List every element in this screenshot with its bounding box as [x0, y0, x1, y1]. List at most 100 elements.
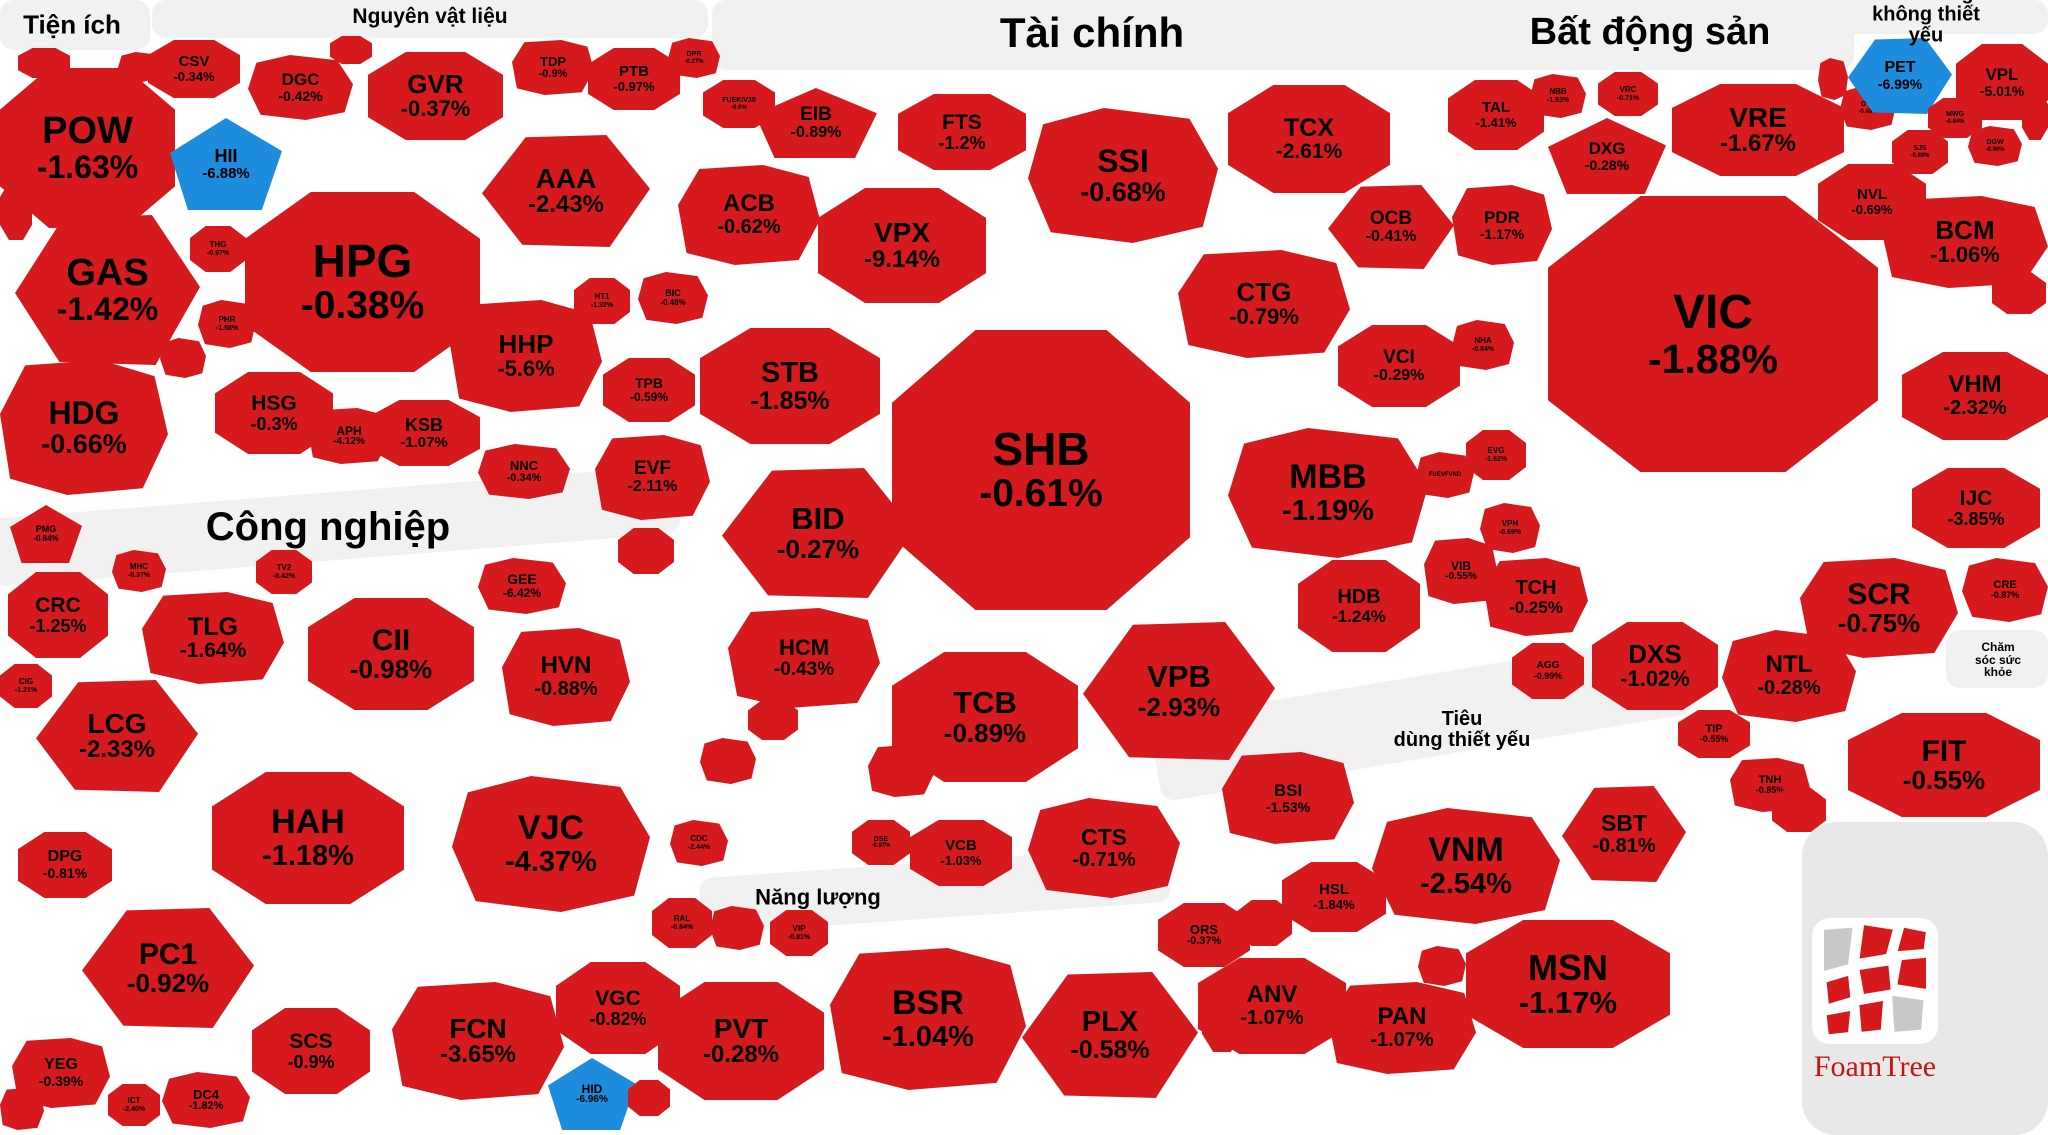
cell-TIP[interactable]: TIP -0.55% [1678, 710, 1750, 758]
cell-NNC[interactable]: NNC -0.34% [478, 444, 570, 499]
cell-small-124[interactable] [1236, 900, 1292, 946]
cell-TLG[interactable]: TLG -1.64% [142, 592, 284, 684]
cell-CRE[interactable]: CRE -0.87% [1962, 558, 2048, 622]
cell-TV2[interactable]: TV2 -8.42% [256, 550, 312, 594]
cell-RAL[interactable]: RAL -0.84% [652, 898, 712, 948]
cell-CTG[interactable]: CTG -0.79% [1178, 250, 1350, 358]
cell-HAH[interactable]: HAH -1.18% [212, 772, 404, 904]
cell-PTB[interactable]: PTB -0.97% [588, 48, 680, 110]
foamtree-logo[interactable]: FoamTree [1812, 918, 1938, 1084]
cell-HVN[interactable]: HVN -0.88% [502, 628, 630, 726]
cell-EVF[interactable]: EVF -2.11% [595, 435, 710, 520]
cell-VIP[interactable]: VIP -0.81% [770, 910, 828, 956]
cell-GEE[interactable]: GEE -6.42% [478, 558, 566, 614]
cell-PC1[interactable]: PC1 -0.92% [82, 908, 254, 1028]
cell-VCB[interactable]: VCB -1.03% [910, 820, 1012, 886]
cell-PLX[interactable]: PLX -0.58% [1022, 972, 1198, 1098]
cell-HHP[interactable]: HHP -5.6% [450, 300, 602, 412]
cell-CIG[interactable]: CIG -1.21% [0, 664, 52, 708]
cell-small-55[interactable] [700, 738, 756, 784]
cell-IJC[interactable]: IJC -3.85% [1912, 468, 2040, 548]
cell-TCH[interactable]: TCH -0.25% [1484, 558, 1588, 636]
cell-GVR[interactable]: GVR -0.37% [368, 52, 503, 140]
sector-label-tieu-dung-thiet-yeu[interactable]: Tiêu dùng thiết yếu [1393, 708, 1531, 751]
cell-MBB[interactable]: MBB -1.19% [1228, 428, 1428, 558]
cell-HID[interactable]: HID -6.96% [548, 1058, 636, 1130]
cell-STB[interactable]: STB -1.85% [700, 328, 880, 444]
cell-DGW[interactable]: DGW -0.96% [1968, 126, 2022, 166]
cell-small-56[interactable] [748, 700, 798, 740]
cell-FCN[interactable]: FCN -3.65% [392, 982, 564, 1100]
cell-small-24[interactable] [330, 36, 372, 64]
cell-CII[interactable]: CII -0.98% [308, 598, 474, 710]
cell-OCB[interactable]: OCB -0.41% [1328, 185, 1454, 269]
cell-YEG[interactable]: YEG -0.39% [12, 1038, 110, 1108]
cell-PHR[interactable]: PHR -1.58% [198, 300, 256, 348]
cell-TAL[interactable]: TAL -1.41% [1448, 80, 1544, 150]
cell-VRC[interactable]: VRC -0.71% [1598, 72, 1658, 116]
cell-TDP[interactable]: TDP -0.9% [512, 40, 594, 95]
cell-VHM[interactable]: VHM -2.32% [1902, 352, 2048, 440]
cell-ANV[interactable]: ANV -1.07% [1198, 958, 1346, 1054]
cell-BSR[interactable]: BSR -1.04% [830, 948, 1026, 1090]
sector-label-tieu-dung-khong-thiet-yeu[interactable]: Tiêu dùng không thiết yếu [1872, 0, 1980, 47]
cell-HII[interactable]: HII -6.88% [170, 118, 282, 210]
cell-PVT[interactable]: PVT -0.28% [658, 982, 824, 1100]
cell-NHA[interactable]: NHA -0.84% [1452, 320, 1514, 370]
sector-label-nguyen-vat-lieu[interactable]: Nguyên vật liệu [352, 4, 508, 28]
sector-label-nang-luong[interactable]: Năng lượng [755, 884, 881, 910]
cell-SSI[interactable]: SSI -0.68% [1028, 108, 1218, 243]
cell-VRE[interactable]: VRE -1.67% [1672, 84, 1844, 176]
cell-small-6[interactable] [0, 182, 32, 240]
sector-label-bat-dong-san[interactable]: Bất động sản [1529, 11, 1771, 54]
cell-SCS[interactable]: SCS -0.9% [252, 1008, 370, 1094]
cell-SCR[interactable]: SCR -0.75% [1800, 558, 1958, 658]
cell-MWG[interactable]: MWG -0.84% [1928, 98, 1982, 138]
cell-small-87[interactable] [1818, 58, 1848, 100]
cell-small-4[interactable] [18, 48, 70, 78]
cell-VJC[interactable]: VJC -4.37% [452, 776, 650, 912]
cell-DSE[interactable]: DSE -0.97% [852, 820, 910, 865]
cell-BIC[interactable]: BIC -0.48% [638, 272, 708, 324]
cell-DC4[interactable]: DC4 -1.82% [162, 1072, 250, 1128]
cell-DPR[interactable]: DPR -0.27% [668, 38, 720, 78]
cell-HCM[interactable]: HCM -0.43% [728, 608, 880, 708]
cell-SHB[interactable]: SHB -0.61% [892, 330, 1190, 610]
cell-NBB[interactable]: NBB -1.53% [1530, 74, 1586, 118]
cell-HT1[interactable]: HT1 -1.32% [574, 278, 630, 324]
cell-KSB[interactable]: KSB -1.07% [368, 400, 480, 466]
cell-AAA[interactable]: AAA -2.43% [482, 135, 650, 247]
cell-DXS[interactable]: DXS -1.02% [1592, 622, 1718, 710]
cell-small-86[interactable] [2022, 92, 2048, 140]
cell-CDC[interactable]: CDC -2.44% [670, 820, 728, 866]
cell-small-81[interactable] [1992, 272, 2046, 314]
cell-small-57[interactable] [868, 745, 934, 797]
cell-DGC[interactable]: DGC -0.42% [248, 55, 353, 120]
cell-PAN[interactable]: PAN -1.07% [1328, 982, 1476, 1074]
cell-THG[interactable]: THG -0.97% [190, 226, 246, 272]
cell-VIC[interactable]: VIC -1.88% [1548, 196, 1878, 472]
cell-BSI[interactable]: BSI -1.53% [1222, 752, 1354, 844]
cell-MHC[interactable]: MHC -0.37% [112, 550, 166, 592]
cell-SBT[interactable]: SBT -0.81% [1562, 786, 1686, 882]
cell-DXG[interactable]: DXG -0.28% [1548, 118, 1666, 194]
cell-BID[interactable]: BID -0.27% [722, 468, 914, 598]
sector-label-tai-chinh[interactable]: Tài chính [999, 8, 1185, 56]
cell-ORS[interactable]: ORS -0.37% [1158, 903, 1250, 967]
cell-TPB[interactable]: TPB -0.59% [603, 358, 695, 422]
cell-MSN[interactable]: MSN -1.17% [1466, 920, 1670, 1048]
sector-label-cong-nghiep[interactable]: Công nghiệp [205, 505, 451, 549]
cell-SJS[interactable]: SJS -0.89% [1892, 130, 1948, 174]
cell-small-110[interactable] [628, 1080, 670, 1116]
cell-TCX[interactable]: TCX -2.61% [1228, 85, 1390, 193]
cell-small-116[interactable] [710, 906, 764, 950]
cell-small-25[interactable] [160, 338, 206, 378]
cell-HSL[interactable]: HSL -1.84% [1282, 862, 1386, 932]
cell-HPG[interactable]: HPG -0.38% [245, 192, 480, 372]
cell-LCG[interactable]: LCG -2.33% [36, 680, 198, 792]
cell-DPG[interactable]: DPG -0.81% [18, 832, 112, 898]
cell-CRC[interactable]: CRC -1.25% [8, 572, 108, 658]
cell-VNM[interactable]: VNM -2.54% [1372, 808, 1560, 924]
cell-NTL[interactable]: NTL -0.28% [1722, 630, 1856, 722]
